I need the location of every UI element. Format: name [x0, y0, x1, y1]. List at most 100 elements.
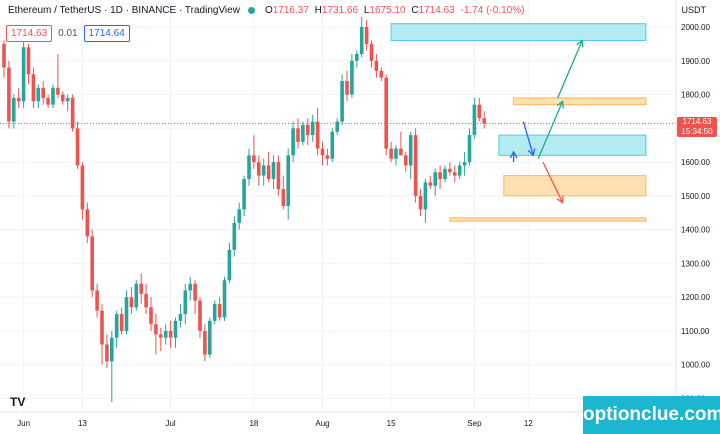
candle [65, 97, 70, 102]
low-value: 1675.10 [369, 5, 406, 16]
candle [345, 81, 349, 95]
candle [286, 155, 290, 206]
price-tick-label: 1900.00 [681, 57, 710, 66]
candle [364, 27, 369, 44]
scenario-arrow-up-green-head [556, 100, 564, 109]
price-tick-label: 1100.00 [681, 327, 710, 336]
zone-box [449, 217, 647, 222]
candle [95, 290, 99, 311]
candle [114, 314, 119, 338]
price-tick-label: 1000.00 [681, 361, 710, 370]
scenario-arrow-up-green-head [576, 39, 584, 48]
zone-box [390, 23, 647, 42]
scenario-arrow-up-green [557, 40, 583, 99]
price-tick-label: 1300.00 [681, 259, 710, 268]
buy-button[interactable]: 1714.64 [83, 25, 130, 42]
candle [408, 135, 413, 166]
price-tick-label: 1600.00 [681, 158, 710, 167]
change-value: -1.74 (-0.10%) [460, 5, 525, 16]
candle [163, 330, 168, 338]
candle [325, 155, 330, 159]
zone-box [513, 97, 647, 106]
price-tick-label: 1800.00 [681, 91, 710, 100]
candle [335, 121, 339, 132]
candle [428, 182, 433, 186]
candle [394, 148, 398, 159]
candle [472, 104, 477, 136]
price-tick-label: 1200.00 [681, 293, 710, 302]
candle [7, 67, 11, 122]
candle [41, 87, 45, 98]
time-tick-label: 15 [387, 419, 396, 428]
candle [374, 60, 379, 71]
candle [208, 320, 212, 355]
candle [139, 283, 143, 294]
candle [433, 172, 437, 186]
candle [12, 97, 16, 122]
candle [306, 124, 310, 136]
candle [129, 297, 134, 308]
last-price-tag: 1714.63 15:34:50 [677, 117, 717, 137]
symbol-title[interactable]: Ethereum / TetherUS · 1D · BINANCE · Tra… [8, 5, 240, 16]
candle [399, 148, 403, 156]
tradingview-logo-icon[interactable]: TV [10, 395, 26, 409]
candle [482, 118, 486, 124]
candle [252, 155, 256, 163]
candle [242, 178, 246, 210]
candle [144, 293, 148, 308]
candle [51, 87, 55, 105]
candle [154, 324, 158, 335]
candle [100, 310, 104, 345]
watermark-banner: optionclue.com [583, 396, 720, 434]
candle [379, 70, 384, 78]
ohlc-readout: O1716.37 H1731.66 L1675.10 C1714.63 -1.7… [264, 5, 525, 16]
time-tick-label: Jun [17, 419, 30, 428]
candle [203, 330, 207, 355]
time-tick-label: 13 [78, 419, 87, 428]
candle [467, 135, 472, 163]
currency-unit-label[interactable]: USDT [681, 5, 707, 15]
bar-countdown: 15:34:50 [681, 127, 713, 136]
candle [315, 121, 320, 149]
candle [457, 165, 462, 176]
candle [423, 182, 428, 210]
chart-header: Ethereum / TetherUS · 1D · BINANCE · Tra… [8, 5, 527, 16]
candle [438, 172, 442, 179]
candle [90, 236, 94, 291]
candle [296, 128, 300, 142]
time-tick-label: Jul [165, 419, 175, 428]
candle [369, 43, 374, 61]
last-price-value: 1714.63 [682, 117, 712, 126]
candle [359, 27, 364, 55]
price-axis-bg [676, 0, 720, 434]
time-tick-label: Aug [315, 419, 329, 428]
candle [217, 303, 222, 318]
candle [193, 283, 197, 301]
open-value: 1716.37 [272, 5, 309, 16]
candle [443, 168, 447, 179]
candle [271, 162, 276, 179]
candle [70, 97, 75, 129]
candle [124, 297, 129, 331]
price-tick-label: 1400.00 [681, 226, 710, 235]
candle [462, 162, 467, 166]
candle [310, 121, 315, 136]
sell-button[interactable]: 1714.63 [6, 25, 53, 42]
candle [281, 189, 286, 206]
scenario-arrow-down-blue-head [527, 148, 536, 157]
candle [276, 162, 281, 190]
candle [80, 165, 85, 210]
candle [247, 155, 251, 179]
candle [222, 280, 227, 318]
candle [110, 337, 114, 362]
scenario-arrow-up-blue-head [509, 150, 518, 159]
spread-value: 0.01 [58, 28, 78, 39]
time-tick-label: Sep [467, 419, 482, 428]
candle [159, 334, 163, 338]
candle [36, 87, 41, 102]
candle [85, 209, 90, 237]
scenario-arrow-down-blue [522, 121, 534, 156]
candle [105, 344, 109, 362]
candle [56, 87, 60, 95]
